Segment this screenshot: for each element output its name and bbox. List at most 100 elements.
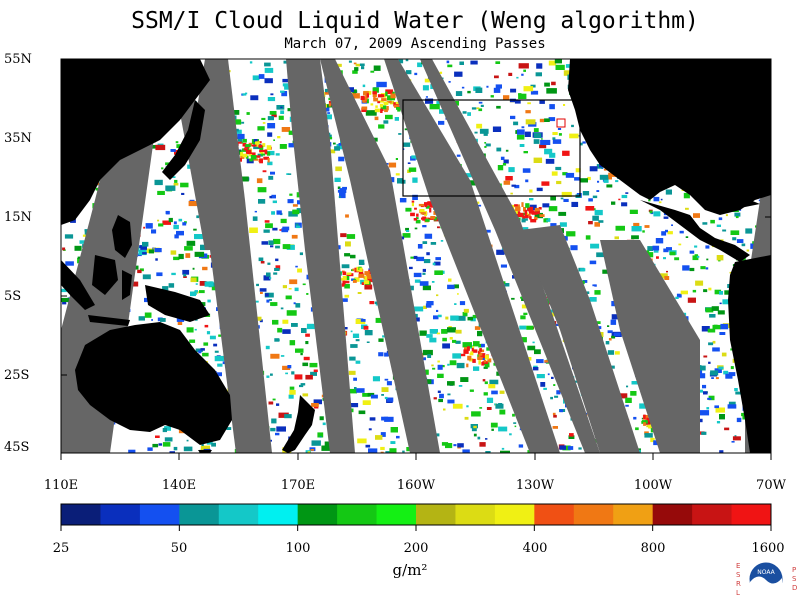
cloud-pixel [352, 89, 357, 93]
lon-ticks [60, 453, 772, 460]
cloud-pixel-heavy [361, 282, 364, 285]
cloud-pixel [539, 118, 545, 123]
cloud-pixel [626, 385, 629, 388]
cloud-pixel [478, 204, 482, 207]
colorbar-swatch-17 [692, 504, 733, 525]
logo-left-letter-1: E [736, 562, 740, 570]
cloud-pixel [552, 426, 558, 429]
cloud-pixel [270, 302, 278, 306]
cloud-pixel-heavy [390, 93, 396, 99]
cloud-pixel-heavy [364, 276, 368, 281]
cloud-pixel [195, 348, 203, 352]
cloud-pixel [550, 195, 556, 201]
cloud-pixel [642, 230, 645, 233]
cloud-pixel [373, 65, 381, 71]
cloud-pixel [696, 365, 706, 371]
cloud-pixel-heavy [524, 209, 528, 215]
cloud-pixel [352, 333, 360, 338]
cloud-pixel [368, 448, 378, 453]
cloud-pixel [62, 247, 66, 251]
cloud-pixel [425, 303, 432, 308]
cloud-pixel [471, 411, 481, 417]
cloud-pixel [544, 360, 549, 363]
cloud-pixel [282, 78, 289, 83]
cloud-pixel-heavy [261, 153, 266, 156]
cloud-pixel [389, 448, 397, 453]
cloud-pixel [270, 245, 274, 248]
cloud-pixel [285, 295, 292, 300]
cloud-pixel [463, 308, 469, 313]
cloud-pixel [496, 105, 501, 109]
cloud-pixel-heavy [483, 362, 489, 366]
cloud-pixel [732, 436, 741, 441]
cloud-pixel [162, 220, 171, 225]
cloud-pixel-heavy [363, 91, 369, 96]
cloud-pixel [503, 159, 509, 164]
cloud-pixel-heavy [472, 349, 478, 353]
cloud-pixel [625, 404, 629, 407]
cloud-pixel [283, 60, 288, 64]
cloud-pixel [272, 227, 278, 231]
cloud-pixel [736, 417, 742, 423]
cloud-pixel [555, 166, 562, 171]
cloud-pixel [270, 427, 276, 432]
cloud-pixel [467, 316, 473, 321]
cloud-pixel [436, 433, 440, 437]
cloud-pixel [349, 388, 357, 394]
cloud-pixel-heavy [367, 277, 374, 283]
cloud-pixel [611, 335, 616, 339]
cloud-pixel [702, 384, 707, 389]
swath-gap-3 [286, 59, 355, 453]
cloud-pixel [152, 443, 159, 448]
cloud-pixel [384, 378, 389, 381]
cloud-pixel [473, 341, 480, 347]
cloud-pixel [563, 198, 569, 202]
cloud-pixel [594, 290, 601, 295]
cloud-pixel-heavy [262, 143, 266, 147]
cloud-pixel-heavy [467, 356, 471, 361]
cloud-pixel-heavy [345, 275, 350, 281]
cloud-pixel [496, 249, 505, 255]
cloud-pixel [201, 443, 204, 446]
colorbar-label-1600: 1600 [751, 541, 785, 556]
cloud-pixel [432, 262, 436, 266]
cloud-pixel [420, 357, 426, 361]
colorbar-label-800: 800 [640, 541, 666, 556]
cloud-pixel-heavy [424, 204, 428, 208]
cloud-pixel-heavy [646, 417, 652, 422]
cloud-pixel [561, 191, 572, 197]
cloud-pixel [355, 360, 361, 364]
cloud-pixel [629, 209, 638, 214]
cloud-pixel [170, 149, 176, 152]
cloud-pixel [383, 120, 389, 124]
cloud-pixel [731, 441, 735, 443]
cloud-pixel [249, 61, 253, 64]
cloud-pixel [470, 316, 476, 322]
cloud-pixel [142, 241, 149, 247]
cloud-pixel [289, 386, 295, 390]
cloud-pixel [266, 375, 270, 378]
cloud-pixel [276, 426, 286, 432]
cloud-pixel [446, 60, 450, 64]
cloud-pixel [706, 258, 709, 261]
cloud-pixel [735, 391, 741, 395]
cloud-pixel [621, 194, 628, 199]
cloud-pixel [437, 226, 440, 229]
cloud-pixel [586, 291, 590, 294]
cloud-pixel [481, 343, 485, 348]
cloud-pixel [306, 293, 309, 295]
cloud-pixel [519, 144, 525, 147]
cloud-pixel [357, 438, 367, 444]
cloud-pixel [378, 124, 385, 129]
cloud-pixel [652, 245, 660, 251]
cloud-pixel [274, 338, 280, 342]
cloud-pixel [708, 361, 711, 364]
cloud-pixel [266, 272, 271, 277]
cloud-pixel [395, 158, 398, 160]
cloud-pixel [596, 190, 600, 192]
cloud-pixel [479, 128, 489, 134]
cloud-pixel-heavy [377, 94, 383, 98]
cloud-pixel-heavy [534, 216, 538, 220]
land-sumatra [61, 260, 95, 310]
cloud-pixel [540, 382, 546, 387]
